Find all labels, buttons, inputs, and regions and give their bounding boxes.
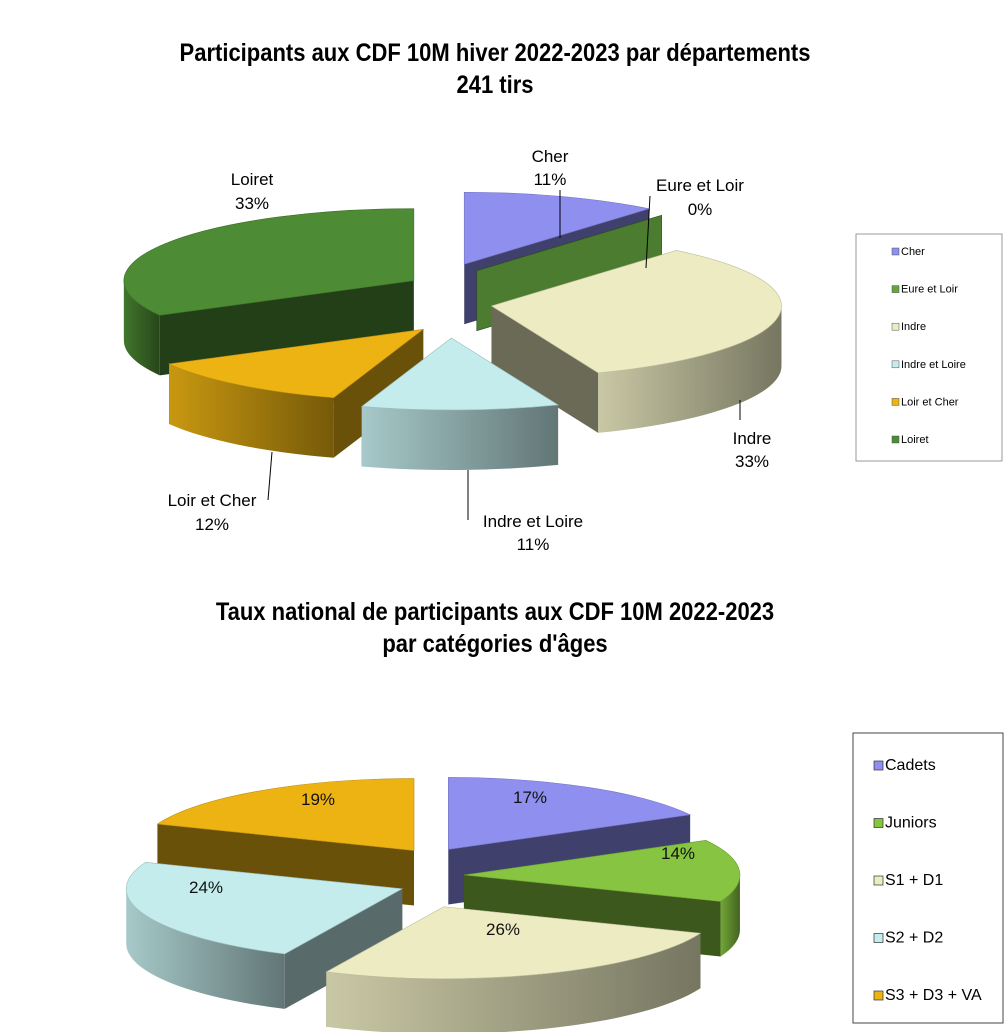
- chart2-legend-label-s2-d2: S2 + D2: [885, 930, 943, 947]
- chart1-legend-swatch-indre-et-loire: [891, 360, 900, 369]
- chart1-leader-loir-et-cher: [267, 451, 273, 501]
- chart1-value-loiret: 33%: [235, 194, 269, 213]
- chart1-legend-swatch-loir-et-cher: [891, 398, 900, 406]
- chart2-value-s3-d3-va: 19%: [301, 790, 335, 809]
- chart1-legend-label-indre: Indre: [901, 321, 926, 333]
- chart2-legend-label-s1-d1: S1 + D1: [885, 872, 943, 889]
- chart1-legend-label-cher: Cher: [901, 246, 925, 258]
- chart1-title: Participants aux CDF 10M hiver 2022-2023…: [179, 39, 811, 67]
- chart1-leader-eure-et-loir: [645, 195, 651, 269]
- chart1-leader-lines: [267, 190, 741, 520]
- chart2-legend-swatch-s2-d2: [873, 933, 884, 943]
- chart2-slice-s2-d2: [125, 861, 404, 1009]
- chart1-slice-indre: [490, 250, 782, 433]
- chart1-label-eure-et-loir: Eure et Loir: [656, 176, 744, 195]
- chart2-legend-swatch-juniors: [873, 818, 884, 828]
- chart2-value-cadets: 17%: [513, 788, 547, 807]
- chart-labels: Cher 11% Eure et Loir 0% Indre 33% Indre et Lo…: [168, 147, 982, 1004]
- chart1-legend-swatch-eure-et-loir: [891, 285, 900, 293]
- chart1-slice-indre-et-loire: [360, 337, 559, 470]
- chart2-legend-label-juniors: Juniors: [885, 815, 937, 832]
- chart2-value-s1-d1: 26%: [486, 920, 520, 939]
- chart2-legend-swatch-cadets: [873, 760, 884, 771]
- chart1-legend: [855, 233, 1003, 462]
- chart1-legend-swatch-indre: [891, 322, 900, 331]
- chart2-pie: [125, 777, 741, 1032]
- chart1-legend-label-eure-et-loir: Eure et Loir: [901, 284, 958, 296]
- chart1-label-loiret: Loiret: [231, 170, 274, 189]
- chart2-legend-label-s3-d3-va: S3 + D3 + VA: [885, 987, 982, 1004]
- chart1-label-cher: Cher: [532, 147, 569, 166]
- chart2-legend-label-cadets: Cadets: [885, 757, 936, 774]
- chart1-value-eure-et-loir: 0%: [688, 200, 713, 219]
- chart1-legend-label-loiret: Loiret: [901, 434, 929, 446]
- chart1-legend-swatch-cher: [891, 247, 900, 256]
- chart1-subtitle: 241 tirs: [456, 71, 534, 99]
- chart2-slice-s1-d1: [325, 906, 702, 1032]
- chart2-value-s2-d2: 24%: [189, 878, 223, 897]
- chart1-label-loir-et-cher: Loir et Cher: [168, 491, 257, 510]
- chart1-legend-label-loir-et-cher: Loir et Cher: [901, 396, 959, 408]
- chart1-legend-swatch-loiret: [891, 435, 900, 444]
- chart1-pie: [123, 191, 782, 470]
- chart2-title: Taux national de participants aux CDF 10…: [215, 598, 775, 626]
- chart1-label-indre-et-loire: Indre et Loire: [483, 512, 583, 531]
- chart1-legend-label-indre-et-loire: Indre et Loire: [901, 359, 966, 371]
- chart2-legend-swatch-s1-d1: [873, 875, 884, 886]
- chart1-label-indre: Indre: [733, 429, 772, 448]
- chart1-value-loir-et-cher: 12%: [195, 515, 229, 534]
- chart2-value-juniors: 14%: [661, 844, 695, 863]
- chart2-legend-swatch-s3-d3-va: [873, 990, 884, 1001]
- chart2-subtitle: par catégories d'âges: [382, 630, 608, 658]
- chart1-value-indre-et-loire: 11%: [517, 535, 550, 554]
- chart1-value-cher: 11%: [534, 170, 567, 189]
- chart1-value-indre: 33%: [735, 452, 769, 471]
- chart1-slice-loiret: [123, 208, 415, 376]
